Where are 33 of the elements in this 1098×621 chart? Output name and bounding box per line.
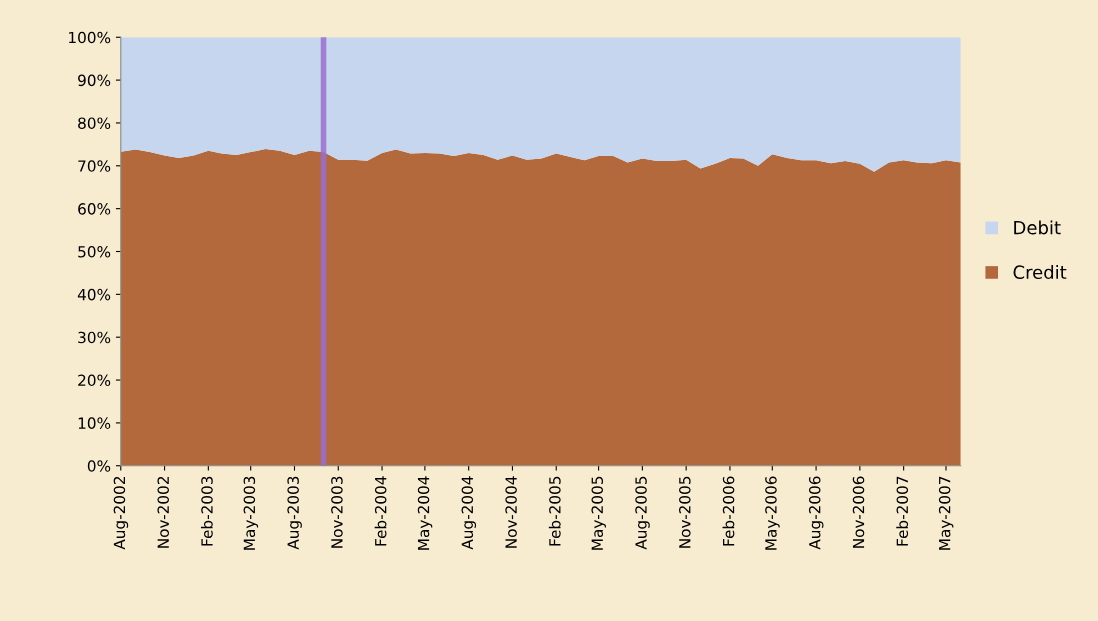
legend-label: Credit (1013, 265, 1067, 280)
x-tick-label: May-2005 (591, 476, 606, 550)
y-tick-label: 50% (78, 245, 111, 258)
x-tick-label: Feb-2006 (722, 476, 735, 546)
y-tick-label: 20% (78, 374, 111, 387)
x-tick-label: Feb-2003 (200, 476, 213, 546)
x-tick-label: Nov-2003 (331, 476, 343, 548)
x-tick-label: Aug-2006 (808, 476, 824, 550)
y-tick-label: 30% (78, 331, 111, 344)
x-tick-label: Aug-2003 (287, 476, 302, 550)
x-tick-label: Aug-2002 (113, 477, 129, 550)
x-tick-label: Nov-2006 (852, 476, 865, 548)
y-tick-label: 10% (78, 417, 111, 429)
x-tick-label: May-2004 (417, 476, 433, 550)
x-tick-label: Aug-2005 (635, 476, 650, 550)
y-tick-label: 0% (87, 460, 111, 472)
x-tick-label: May-2006 (765, 476, 780, 550)
y-tick-label: 80% (78, 117, 111, 129)
x-tick-label: Feb-2007 (896, 476, 909, 546)
x-tick-label: May-2007 (938, 476, 954, 550)
y-tick-label: 100% (69, 31, 111, 44)
legend-label: Debit (1014, 220, 1061, 235)
x-tick-label: Nov-2004 (505, 476, 517, 548)
y-tick-label: 60% (78, 203, 111, 215)
x-tick-label: Nov-2002 (157, 477, 169, 548)
y-tick-label: 40% (77, 288, 111, 301)
x-tick-label: May-2003 (243, 476, 259, 550)
x-tick-label: Feb-2005 (548, 476, 561, 546)
y-tick-label: 70% (78, 160, 111, 172)
x-tick-label: Aug-2004 (461, 476, 477, 550)
y-tick-label: 90% (78, 74, 111, 87)
x-tick-label: Feb-2004 (374, 476, 387, 546)
x-tick-label: Nov-2005 (679, 476, 691, 548)
